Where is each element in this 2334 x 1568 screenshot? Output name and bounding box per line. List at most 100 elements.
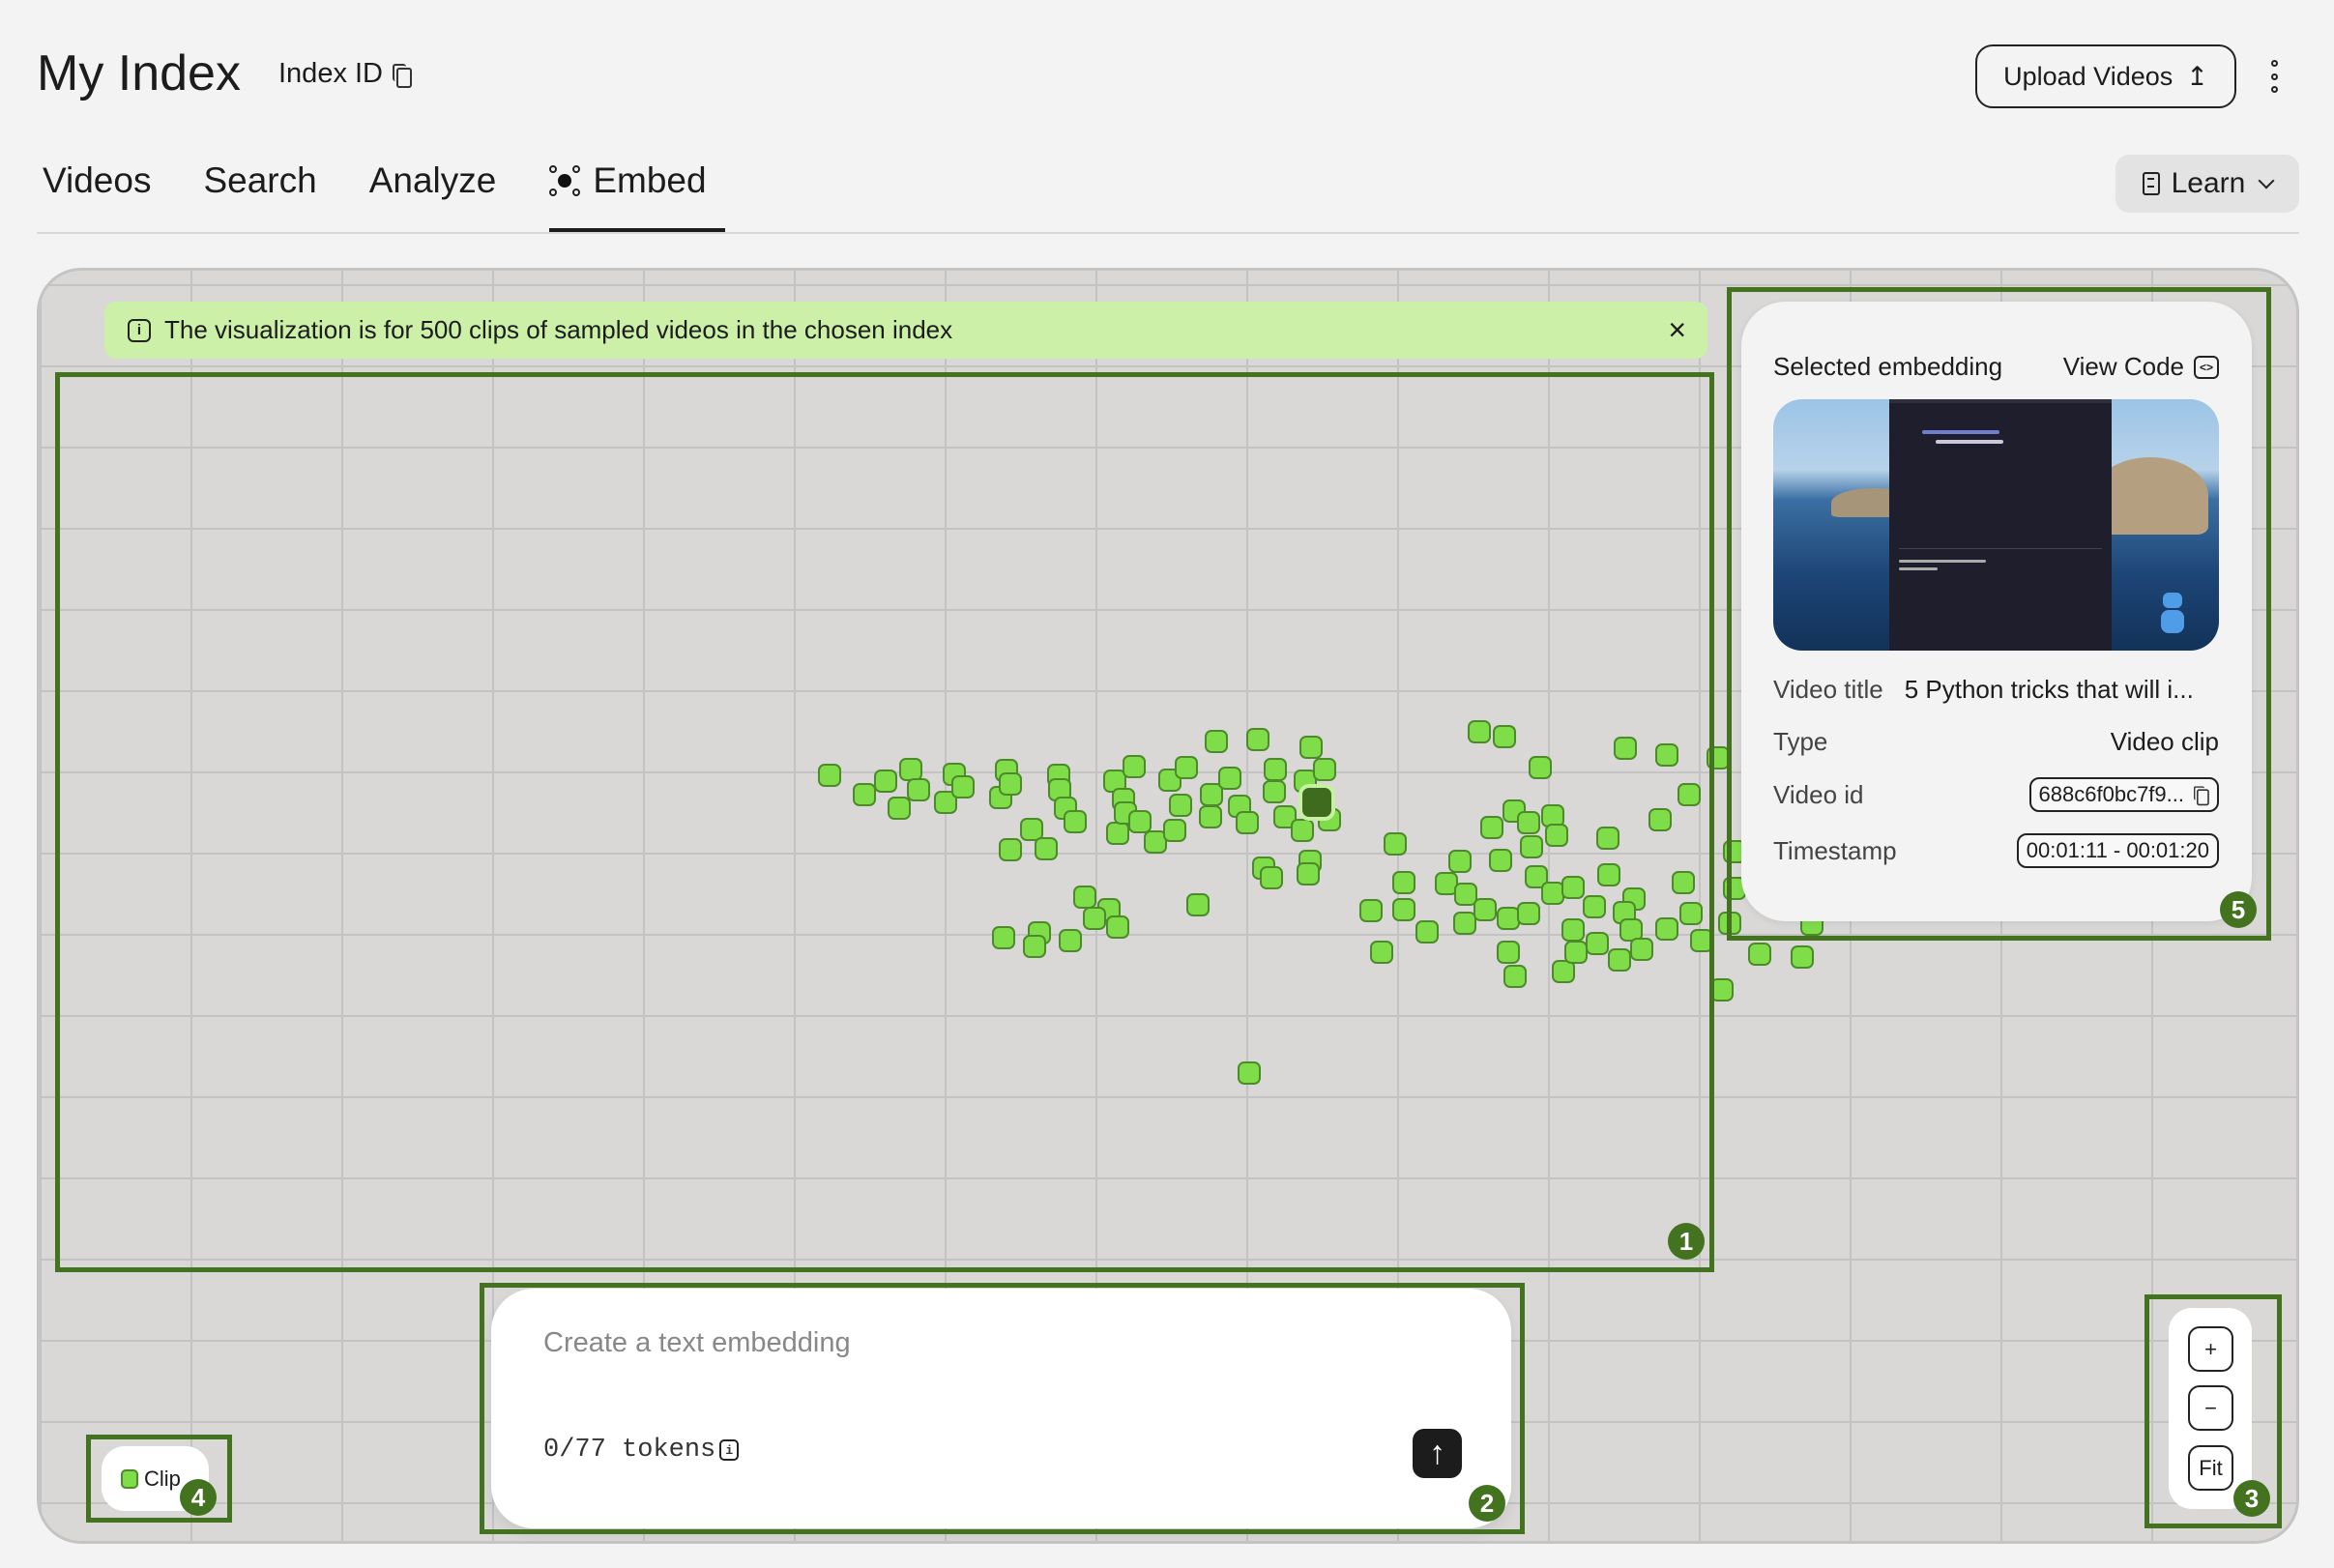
tab-search[interactable]: Search bbox=[203, 155, 316, 207]
embedding-point[interactable] bbox=[1217, 767, 1241, 791]
upload-videos-button[interactable]: Upload Videos ↥ bbox=[1975, 44, 2236, 108]
embedding-point[interactable] bbox=[1128, 809, 1152, 833]
embedding-point[interactable] bbox=[1493, 725, 1517, 749]
embedding-point[interactable] bbox=[1452, 911, 1476, 935]
embedding-point[interactable] bbox=[1297, 861, 1321, 886]
tab-analyze[interactable]: Analyze bbox=[369, 155, 497, 207]
embedding-point[interactable] bbox=[1022, 935, 1046, 959]
embedding-point[interactable] bbox=[1545, 823, 1569, 847]
zoom-out-button[interactable]: − bbox=[2188, 1385, 2233, 1431]
embedding-point[interactable] bbox=[1561, 918, 1586, 943]
embedding-point[interactable] bbox=[1622, 886, 1647, 911]
learn-dropdown[interactable]: Learn bbox=[2115, 155, 2299, 213]
embedding-point[interactable] bbox=[1630, 938, 1654, 962]
embedding-point[interactable] bbox=[1175, 756, 1198, 780]
more-options-icon[interactable] bbox=[2262, 60, 2286, 93]
embedding-point[interactable] bbox=[1200, 783, 1224, 807]
tab-embed[interactable]: Embed bbox=[548, 155, 707, 207]
text-embedding-input[interactable] bbox=[543, 1327, 1317, 1359]
embedding-point[interactable] bbox=[1264, 757, 1288, 781]
embedding-point[interactable] bbox=[1678, 902, 1703, 926]
embedding-point[interactable] bbox=[1595, 826, 1619, 850]
embedding-point[interactable] bbox=[1529, 756, 1553, 780]
embedding-point[interactable] bbox=[1058, 928, 1082, 952]
embedding-point[interactable] bbox=[1454, 883, 1478, 907]
embedding-point[interactable] bbox=[951, 775, 976, 799]
embedding-point[interactable] bbox=[1082, 906, 1106, 930]
embedding-point[interactable] bbox=[1488, 848, 1512, 872]
embedding-point[interactable] bbox=[1435, 872, 1459, 896]
embedding-point[interactable] bbox=[1299, 735, 1324, 759]
send-button[interactable]: ↑ bbox=[1413, 1429, 1462, 1478]
embedding-point[interactable] bbox=[1369, 941, 1393, 965]
embedding-point[interactable] bbox=[1383, 831, 1407, 856]
embedding-point[interactable] bbox=[874, 769, 898, 794]
embedding-point[interactable] bbox=[1313, 757, 1337, 781]
embedding-point[interactable] bbox=[1502, 799, 1526, 824]
embedding-point[interactable] bbox=[1198, 805, 1222, 829]
embedding-point[interactable] bbox=[1035, 836, 1059, 860]
embedding-point[interactable] bbox=[1473, 897, 1498, 921]
embedding-point[interactable] bbox=[1672, 870, 1696, 894]
embedding-point[interactable] bbox=[1655, 742, 1679, 767]
embedding-point[interactable] bbox=[1479, 815, 1503, 839]
close-icon[interactable]: × bbox=[1668, 312, 1686, 347]
fit-button[interactable]: Fit bbox=[2188, 1445, 2233, 1491]
embedding-point[interactable] bbox=[906, 778, 930, 802]
selected-embedding-point[interactable] bbox=[1302, 787, 1332, 817]
embedding-point[interactable] bbox=[1540, 881, 1564, 905]
embedding-point[interactable] bbox=[1619, 918, 1644, 943]
info-icon[interactable]: i bbox=[719, 1439, 740, 1461]
embedding-point[interactable] bbox=[1448, 850, 1473, 874]
embedding-point[interactable] bbox=[1262, 780, 1286, 804]
embedding-point[interactable] bbox=[1648, 808, 1672, 832]
embedding-point[interactable] bbox=[999, 772, 1023, 797]
embedding-point[interactable] bbox=[1415, 919, 1440, 944]
embedding-point[interactable] bbox=[1019, 817, 1043, 841]
embedding-point[interactable] bbox=[1496, 941, 1520, 965]
embedding-point[interactable] bbox=[1162, 819, 1186, 843]
embedding-point[interactable] bbox=[1063, 809, 1087, 833]
view-code-button[interactable]: View Code <> bbox=[2063, 352, 2219, 382]
embedding-point[interactable] bbox=[1551, 960, 1575, 984]
embedding-point[interactable] bbox=[1106, 915, 1130, 940]
embedding-point[interactable] bbox=[1747, 942, 1771, 966]
embedding-point[interactable] bbox=[887, 796, 911, 820]
embedding-point[interactable] bbox=[1597, 863, 1621, 887]
embedding-point[interactable] bbox=[1503, 964, 1528, 988]
embedding-point[interactable] bbox=[1245, 728, 1269, 752]
embedding-point[interactable] bbox=[1168, 793, 1192, 817]
embedding-point[interactable] bbox=[999, 838, 1023, 862]
embedding-point[interactable] bbox=[1123, 754, 1147, 778]
embedding-point[interactable] bbox=[1236, 811, 1260, 835]
embedding-point[interactable] bbox=[991, 925, 1015, 949]
copy-icon[interactable] bbox=[2193, 786, 2209, 806]
embedding-point[interactable] bbox=[1655, 916, 1679, 941]
embedding-point[interactable] bbox=[817, 764, 841, 788]
embedding-point[interactable] bbox=[1391, 897, 1415, 921]
embedding-point[interactable] bbox=[1517, 811, 1541, 835]
embedding-point[interactable] bbox=[1608, 948, 1632, 972]
embedding-point[interactable] bbox=[1564, 941, 1589, 965]
embedding-point[interactable] bbox=[1791, 944, 1815, 969]
embedding-point[interactable] bbox=[1237, 1061, 1261, 1085]
embedding-point[interactable] bbox=[853, 783, 877, 807]
embedding-point[interactable] bbox=[1582, 894, 1606, 918]
index-id-copy[interactable]: Index ID bbox=[278, 58, 412, 90]
embedding-point[interactable] bbox=[1517, 902, 1541, 926]
copy-icon[interactable] bbox=[393, 63, 412, 88]
tab-videos[interactable]: Videos bbox=[43, 155, 151, 207]
embedding-point[interactable] bbox=[1520, 834, 1544, 858]
embedding-point[interactable] bbox=[1561, 875, 1586, 899]
embedding-point[interactable] bbox=[1678, 783, 1702, 807]
embedding-point[interactable] bbox=[1291, 819, 1315, 843]
embedding-point[interactable] bbox=[1204, 729, 1228, 753]
embedding-point[interactable] bbox=[1259, 866, 1283, 890]
embedding-point[interactable] bbox=[1614, 737, 1638, 761]
zoom-in-button[interactable]: + bbox=[2188, 1326, 2233, 1372]
embedding-point[interactable] bbox=[933, 790, 957, 814]
embedding-point[interactable] bbox=[1391, 870, 1415, 894]
embedding-point[interactable] bbox=[1358, 899, 1383, 923]
video-id-pill[interactable]: 688c6f0bc7f9... bbox=[2028, 777, 2219, 812]
embedding-point[interactable] bbox=[1468, 720, 1492, 744]
